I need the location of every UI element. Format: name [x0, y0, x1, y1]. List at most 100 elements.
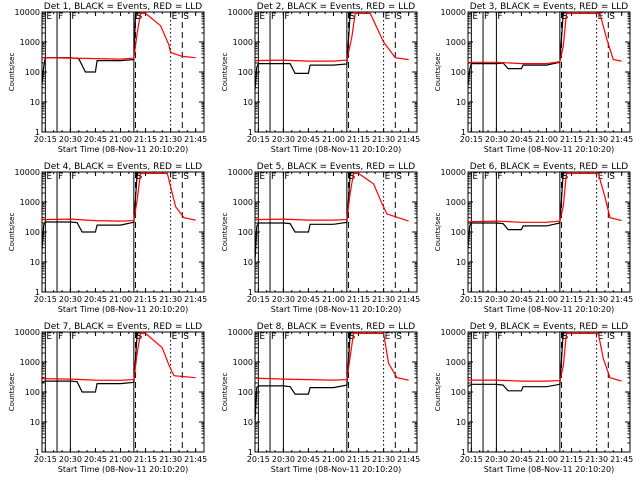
y-tick-label: 10 [30, 258, 40, 267]
lld-series-line [255, 12, 409, 62]
marker-label: E [385, 12, 391, 22]
panel-title: Det 7, BLACK = Events, RED = LLD [44, 322, 203, 332]
y-axis-label: Counts/sec [221, 53, 229, 92]
marker-label: E [172, 172, 178, 182]
y-tick-label: 10 [456, 418, 466, 427]
marker-label: E [46, 172, 52, 182]
x-tick-label: 21:45 [610, 135, 633, 144]
marker-label: F [284, 172, 289, 182]
x-tick-label: 21:15 [560, 295, 583, 304]
y-tick-label: 1 [248, 288, 253, 297]
detector-panel-6: Det 6, BLACK = Events, RED = LLD 1 10 100 10… [434, 162, 633, 314]
x-axis-label: Start Time (08-Nov-11 20:10:20) [484, 145, 614, 154]
y-tick-label: 1000 [20, 38, 40, 47]
marker-label: S [563, 172, 569, 182]
x-tick-label: 21:15 [134, 135, 157, 144]
x-tick-label: 21:15 [134, 455, 157, 464]
events-series-line [42, 13, 137, 84]
marker-label: F [484, 172, 489, 182]
x-tick-label: 21:15 [560, 455, 583, 464]
panel-title: Det 4, BLACK = Events, RED = LLD [44, 162, 203, 172]
marker-label: S [563, 332, 569, 342]
x-tick-label: 21:45 [397, 135, 420, 144]
y-tick-label: 1 [248, 128, 253, 137]
y-tick-label: 100 [25, 228, 40, 237]
x-tick-label: 21:00 [109, 455, 132, 464]
x-tick-label: 21:15 [347, 455, 370, 464]
plot-frame [467, 11, 631, 133]
x-tick-label: 21:30 [372, 295, 395, 304]
x-tick-label: 21:15 [560, 135, 583, 144]
x-tick-label: 20:30 [272, 295, 295, 304]
x-tick-label: 21:45 [610, 455, 633, 464]
panel-title: Det 8, BLACK = Events, RED = LLD [257, 322, 416, 332]
events-series-line [468, 173, 564, 248]
x-tick-label: 21:45 [397, 455, 420, 464]
events-series-line [468, 13, 564, 86]
marker-label: F [71, 332, 76, 342]
marker-label: S [396, 12, 402, 22]
x-tick-label: 21:00 [322, 135, 345, 144]
x-tick-label: 21:00 [535, 295, 558, 304]
marker-label: E [46, 332, 52, 342]
y-tick-label: 1 [461, 128, 466, 137]
y-tick-label: 1000 [20, 198, 40, 207]
lld-series-line [42, 172, 196, 222]
panel-title: Det 5, BLACK = Events, RED = LLD [257, 162, 416, 172]
x-tick-label: 20:30 [485, 135, 508, 144]
marker-label: F [271, 332, 276, 342]
x-tick-label: 20:45 [84, 135, 107, 144]
y-tick-label: 1000 [20, 358, 40, 367]
marker-label: E [561, 12, 567, 22]
plot-frame [41, 171, 205, 293]
y-tick-label: 10 [243, 258, 253, 267]
x-tick-label: 20:45 [297, 455, 320, 464]
lld-series-line [468, 172, 622, 223]
plot-frame [467, 171, 631, 293]
detector-panel-5: Det 5, BLACK = Events, RED = LLD 1 10 100 10… [221, 162, 420, 314]
x-tick-label: 21:00 [109, 135, 132, 144]
plot-frame [41, 11, 205, 133]
y-tick-label: 1 [35, 288, 40, 297]
x-tick-label: 21:00 [322, 455, 345, 464]
marker-label: E [259, 172, 265, 182]
marker-label: E [561, 172, 567, 182]
x-tick-label: 21:30 [159, 455, 182, 464]
events-series-line [42, 173, 138, 251]
marker-label: E [472, 12, 478, 22]
marker-label: F [71, 172, 76, 182]
x-tick-label: 20:45 [84, 455, 107, 464]
y-axis-label: Counts/sec [221, 373, 229, 412]
y-axis-label: Counts/sec [434, 53, 442, 92]
marker-label: F [497, 172, 502, 182]
detector-panel-3: Det 3, BLACK = Events, RED = LLD 1 10 100 10… [434, 2, 633, 154]
y-axis-label: Counts/sec [221, 213, 229, 252]
x-tick-label: 21:45 [184, 455, 207, 464]
marker-label: F [58, 172, 63, 182]
y-axis-label: Counts/sec [434, 373, 442, 412]
y-axis-label: Counts/sec [8, 373, 16, 412]
x-tick-label: 21:30 [585, 135, 608, 144]
plot-frame [467, 331, 631, 453]
marker-label: E [135, 12, 141, 22]
marker-label: E [348, 332, 354, 342]
x-tick-label: 21:00 [535, 455, 558, 464]
y-tick-label: 1000 [446, 358, 466, 367]
x-tick-label: 21:45 [184, 135, 207, 144]
plot-frame [254, 171, 418, 293]
marker-label: E [598, 332, 604, 342]
y-tick-label: 100 [238, 228, 253, 237]
marker-label: F [284, 332, 289, 342]
x-axis-label: Start Time (08-Nov-11 20:10:20) [484, 465, 614, 474]
x-tick-label: 20:15 [460, 135, 483, 144]
y-tick-label: 10 [30, 98, 40, 107]
x-tick-label: 21:00 [109, 295, 132, 304]
lld-series-line [255, 332, 409, 381]
y-tick-label: 10 [243, 418, 253, 427]
y-tick-label: 10000 [15, 168, 40, 177]
marker-label: S [609, 332, 615, 342]
detector-panel-1: Det 1, BLACK = Events, RED = LLD 1 10 100 10… [8, 2, 207, 154]
events-series-line [255, 13, 351, 91]
y-tick-label: 10 [456, 258, 466, 267]
